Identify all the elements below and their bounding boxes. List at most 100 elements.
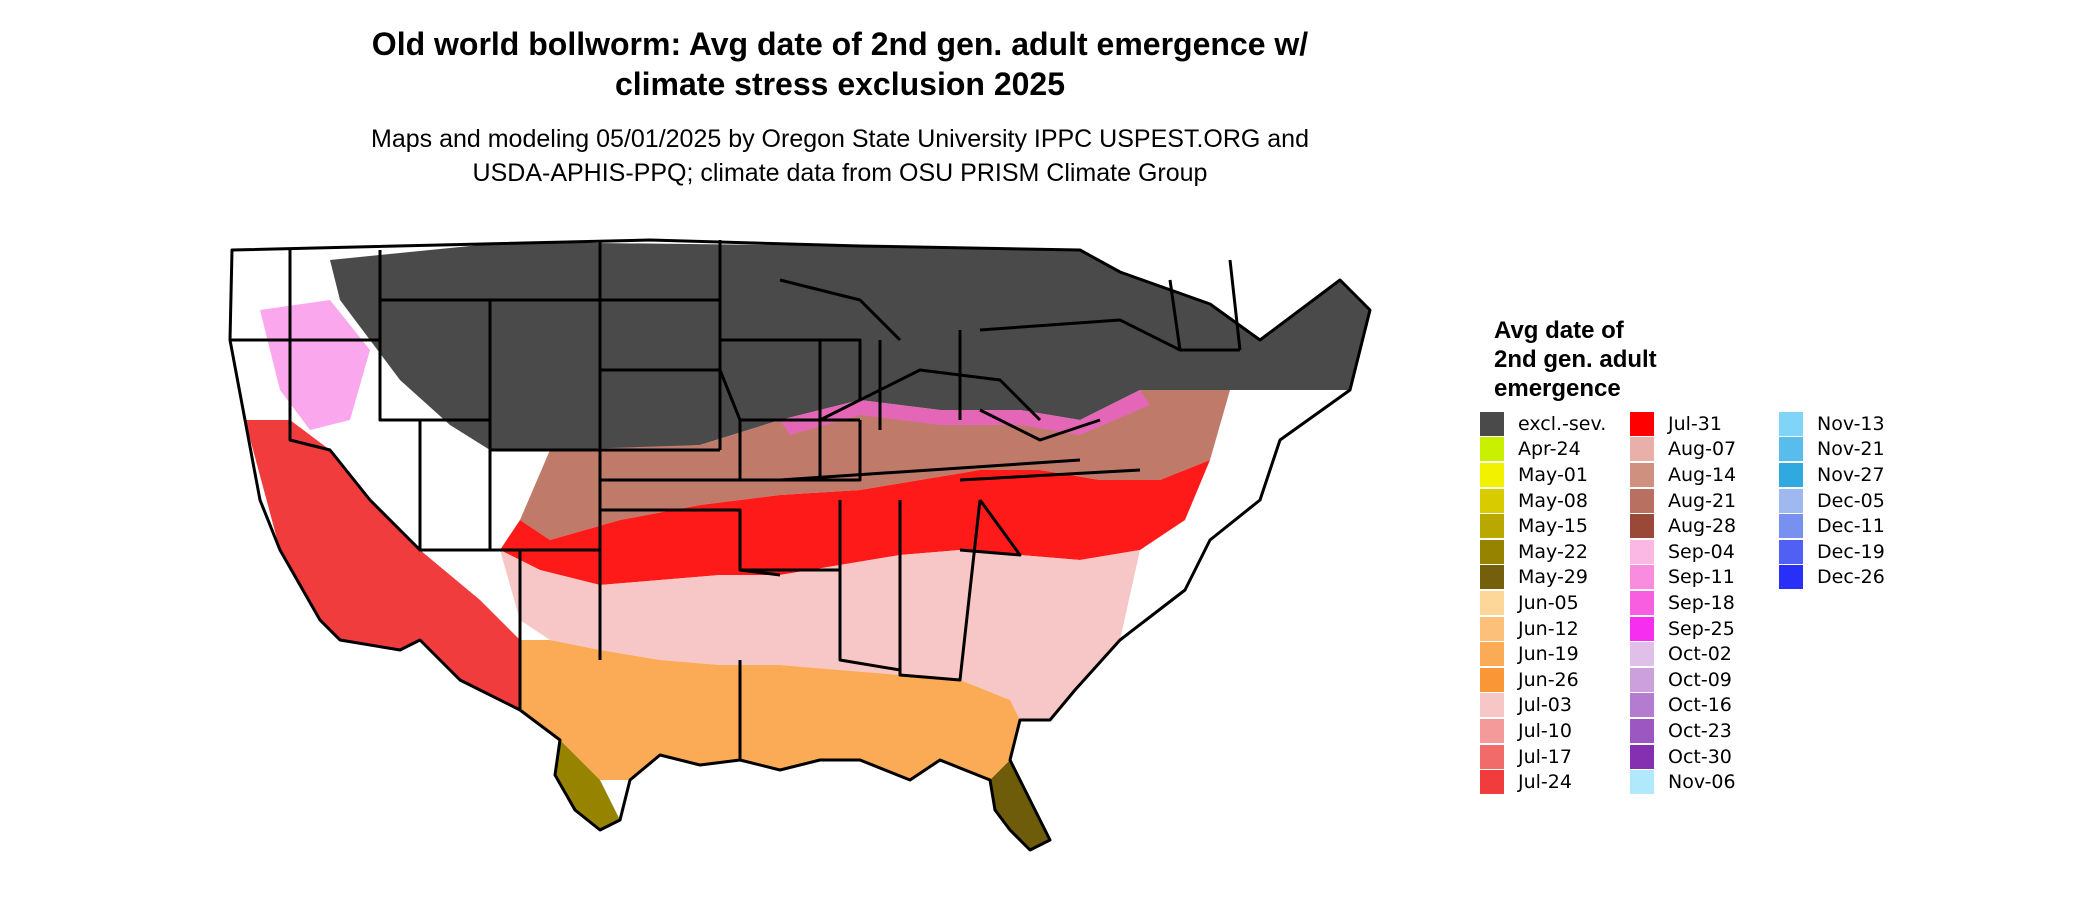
border-sc	[959, 499, 1022, 557]
legend-title-line-1: Avg date of	[1494, 317, 1624, 344]
legend-column-3: Nov-13 Nov-21 Nov-27 Dec-05 Dec-11 Dec-19 Dec-…	[1779, 411, 1885, 590]
border-new-england	[1168, 279, 1240, 352]
legend-label: Aug-21	[1668, 489, 1737, 512]
legend-swatch	[1779, 539, 1803, 564]
legend-item: Oct-30	[1630, 744, 1736, 770]
border-vt-nh	[1228, 259, 1242, 351]
border-va-nc	[959, 468, 1141, 482]
legend-swatch	[1630, 411, 1654, 436]
zone-excluded	[330, 242, 1370, 450]
legend-item: Jul-24	[1480, 769, 1606, 795]
border-ia-mo	[720, 338, 862, 400]
legend-label: Oct-02	[1668, 643, 1732, 666]
legend-label: Jul-10	[1518, 719, 1572, 742]
legend-label: Jun-05	[1518, 591, 1579, 614]
legend-swatch	[1630, 565, 1654, 590]
border-pa-ny	[979, 318, 1181, 352]
legend-swatch	[1480, 488, 1504, 513]
legend-label: Jun-12	[1518, 617, 1579, 640]
legend-swatch	[1480, 462, 1504, 487]
legend-item: May-29	[1480, 565, 1606, 591]
legend-item: Nov-27	[1779, 462, 1885, 488]
legend-label: Jun-26	[1518, 668, 1579, 691]
legend-swatch	[1630, 488, 1654, 513]
legend-label: May-08	[1518, 489, 1588, 512]
border-west-1	[288, 250, 422, 552]
legend-swatch	[1779, 411, 1803, 436]
legend-label: Nov-13	[1817, 412, 1885, 435]
legend-item: Sep-18	[1630, 590, 1736, 616]
us-outline	[228, 238, 1372, 852]
legend-item: excl.-sev.	[1480, 411, 1606, 437]
border-ok-tx	[600, 508, 781, 577]
legend-item: Dec-11	[1779, 513, 1885, 539]
legend-label: May-29	[1518, 566, 1588, 589]
legend-item: Aug-21	[1630, 488, 1736, 514]
border-va-wv	[979, 408, 1101, 442]
legend-item: Nov-21	[1779, 437, 1885, 463]
legend-item: Oct-02	[1630, 641, 1736, 667]
legend-swatch	[1779, 488, 1803, 513]
legend-swatch	[1630, 667, 1654, 692]
legend-label: Sep-18	[1668, 591, 1735, 614]
legend-label: excl.-sev.	[1518, 412, 1607, 435]
legend-swatch	[1480, 693, 1504, 718]
legend-item: Jun-19	[1480, 641, 1606, 667]
legend-swatch	[1480, 744, 1504, 769]
map-title-line-2: climate stress exclusion 2025	[614, 66, 1066, 102]
legend-label: Dec-11	[1817, 515, 1885, 538]
legend-item: Apr-24	[1480, 437, 1606, 463]
legend-swatch	[1630, 744, 1654, 769]
legend-item: Jul-31	[1630, 411, 1736, 437]
legend-swatch	[1630, 616, 1654, 641]
legend-label: Jul-17	[1518, 745, 1572, 768]
map-zones	[230, 240, 1370, 850]
legend-item: May-15	[1480, 513, 1606, 539]
legend-swatch	[1480, 411, 1504, 436]
legend-swatch	[1630, 437, 1654, 462]
legend-swatch	[1630, 590, 1654, 615]
legend-swatch	[1480, 514, 1504, 539]
legend-label: May-22	[1518, 540, 1588, 563]
legend-item: Jul-10	[1480, 718, 1606, 744]
zone-west-pink	[260, 300, 370, 430]
border-ga	[898, 499, 982, 682]
legend-label: Nov-21	[1817, 438, 1885, 461]
legend-label: May-01	[1518, 463, 1588, 486]
legend-label: Dec-05	[1817, 489, 1885, 512]
legend-item: Sep-25	[1630, 616, 1736, 642]
legend-label: Jun-19	[1518, 643, 1579, 666]
zone-may-texas	[555, 740, 620, 830]
border-nm-tx	[520, 548, 602, 660]
map-subtitle-line-1: Maps and modeling 05/01/2025 by Oregon S…	[371, 125, 1309, 153]
legend-swatch	[1779, 514, 1803, 539]
legend-label: Oct-23	[1668, 719, 1732, 742]
legend-swatch	[1480, 642, 1504, 667]
legend-swatch	[1480, 437, 1504, 462]
legend-swatch	[1480, 616, 1504, 641]
us-emergence-map	[228, 238, 1372, 852]
zone-late-july	[500, 460, 1210, 585]
legend-swatch	[1480, 718, 1504, 743]
legend-label: Oct-09	[1668, 668, 1732, 691]
border-idaho	[378, 250, 490, 422]
border-tn	[779, 458, 1081, 482]
legend-label: Nov-06	[1668, 771, 1736, 794]
map-subtitle-line-2: USDA-APHIS-PPQ; climate data from OSU PR…	[472, 159, 1208, 187]
legend-label: Jul-24	[1518, 771, 1572, 794]
legend-swatch	[1480, 770, 1504, 795]
legend-swatch	[1480, 565, 1504, 590]
border-montana	[380, 298, 600, 452]
legend-swatch	[1480, 667, 1504, 692]
legend-item: Oct-23	[1630, 718, 1736, 744]
legend-item: Sep-11	[1630, 565, 1736, 591]
legend-label: Oct-30	[1668, 745, 1732, 768]
legend-item: Dec-19	[1779, 539, 1885, 565]
legend-swatch	[1779, 437, 1803, 462]
legend-item: May-08	[1480, 488, 1606, 514]
legend-column-1: excl.-sev. Apr-24 May-01 May-08 May-15 May-22…	[1480, 411, 1606, 795]
legend-item: Jun-05	[1480, 590, 1606, 616]
legend-label: Aug-07	[1668, 438, 1737, 461]
border-dakotas	[598, 240, 720, 452]
legend-item: Nov-06	[1630, 769, 1736, 795]
